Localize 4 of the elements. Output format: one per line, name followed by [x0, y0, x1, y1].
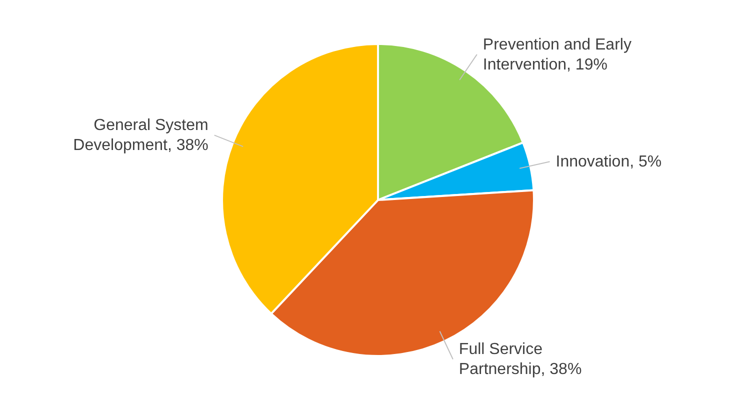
- slice-label: Full Service Partnership, 38%: [458, 341, 582, 378]
- slice-label: General System Development, 38%: [73, 117, 208, 154]
- slice-label: Innovation, 5%: [556, 154, 662, 171]
- slice-label: Prevention and Early Intervention, 19%: [482, 36, 632, 74]
